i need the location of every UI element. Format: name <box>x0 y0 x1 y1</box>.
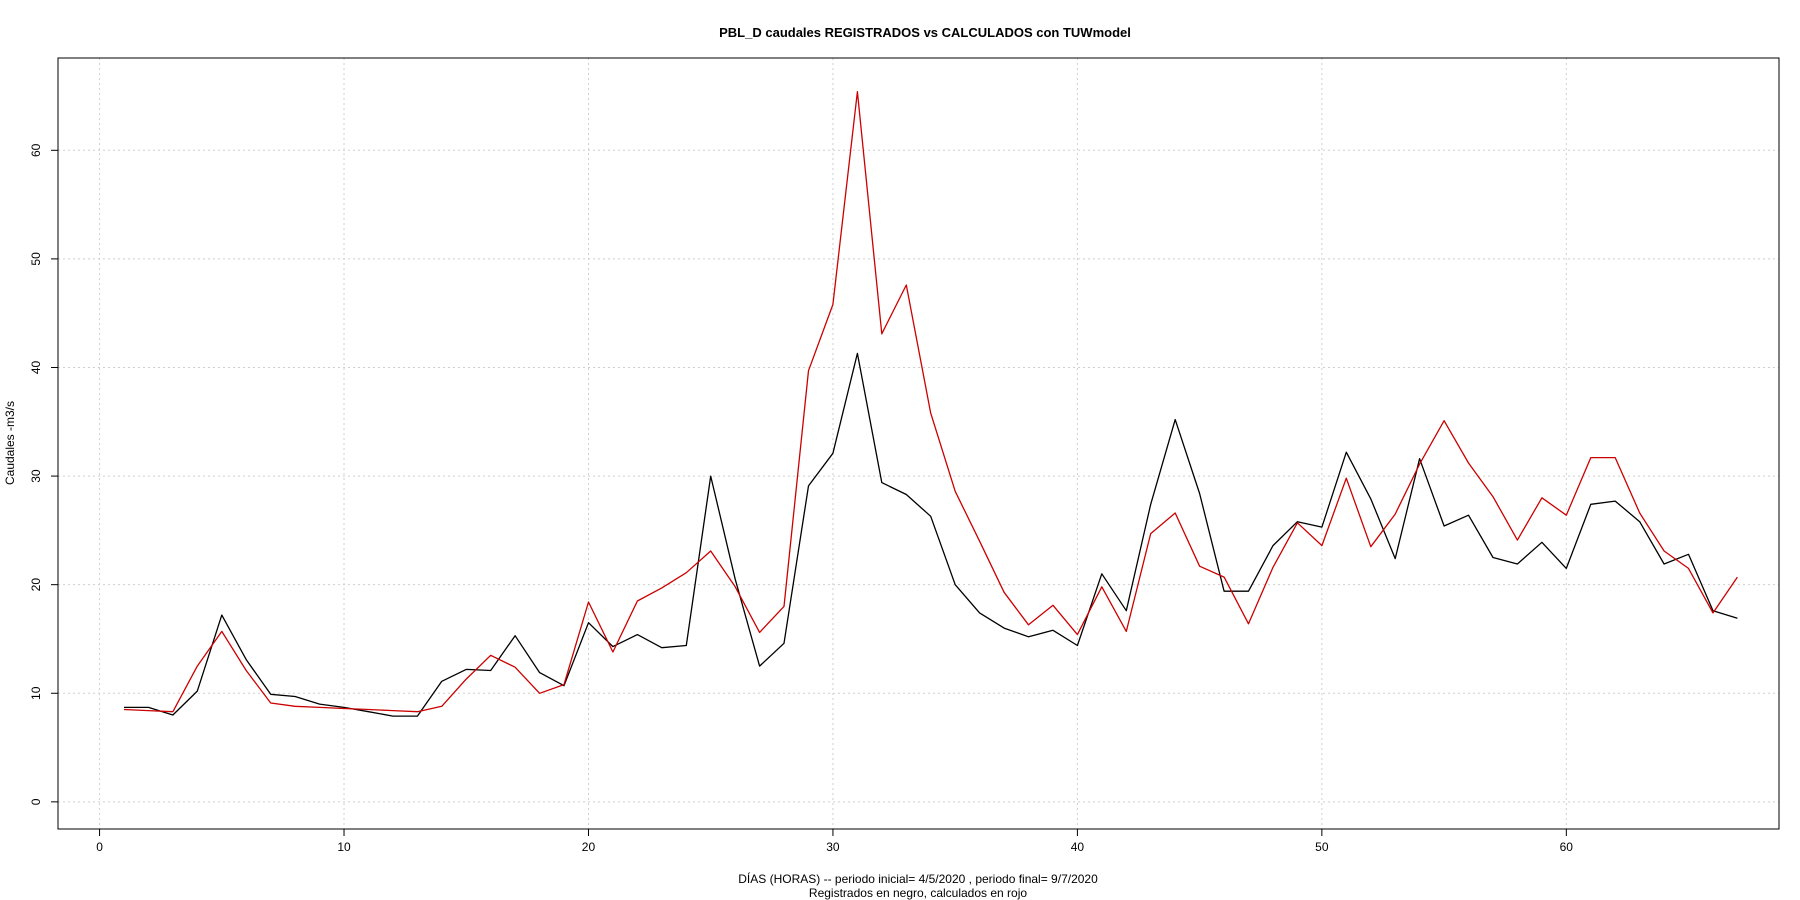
y-axis: 0 10 20 30 40 50 60 <box>29 143 59 805</box>
x-axis-label: DÍAS (HORAS) -- periodo inicial= 4/5/202… <box>738 871 1098 886</box>
x-tick-label: 20 <box>582 840 596 854</box>
x-axis: 0 10 20 30 40 50 60 <box>96 828 1574 854</box>
y-tick-label: 30 <box>29 469 43 483</box>
series-line-registrados <box>124 352 1738 717</box>
x-axis-sublabel: Registrados en negro, calculados en rojo <box>809 886 1027 900</box>
series-lines <box>123 91 1738 717</box>
y-tick-label: 60 <box>29 143 43 157</box>
x-tick-label: 30 <box>826 840 840 854</box>
chart-title: PBL_D caudales REGISTRADOS vs CALCULADOS… <box>719 25 1131 40</box>
x-tick-label: 50 <box>1315 840 1329 854</box>
y-tick-label: 50 <box>29 252 43 266</box>
y-tick-label: 40 <box>29 360 43 374</box>
y-tick-label: 0 <box>29 798 43 805</box>
y-tick-label: 20 <box>29 578 43 592</box>
grid-lines <box>58 58 1779 829</box>
y-axis-label: Caudales -m3/s <box>3 401 17 485</box>
x-tick-label: 60 <box>1560 840 1574 854</box>
series-line-calculados <box>123 91 1738 713</box>
x-tick-label: 40 <box>1071 840 1085 854</box>
x-tick-label: 0 <box>96 840 103 854</box>
x-tick-label: 10 <box>337 840 351 854</box>
y-tick-label: 10 <box>29 686 43 700</box>
plot-frame <box>57 57 1780 830</box>
